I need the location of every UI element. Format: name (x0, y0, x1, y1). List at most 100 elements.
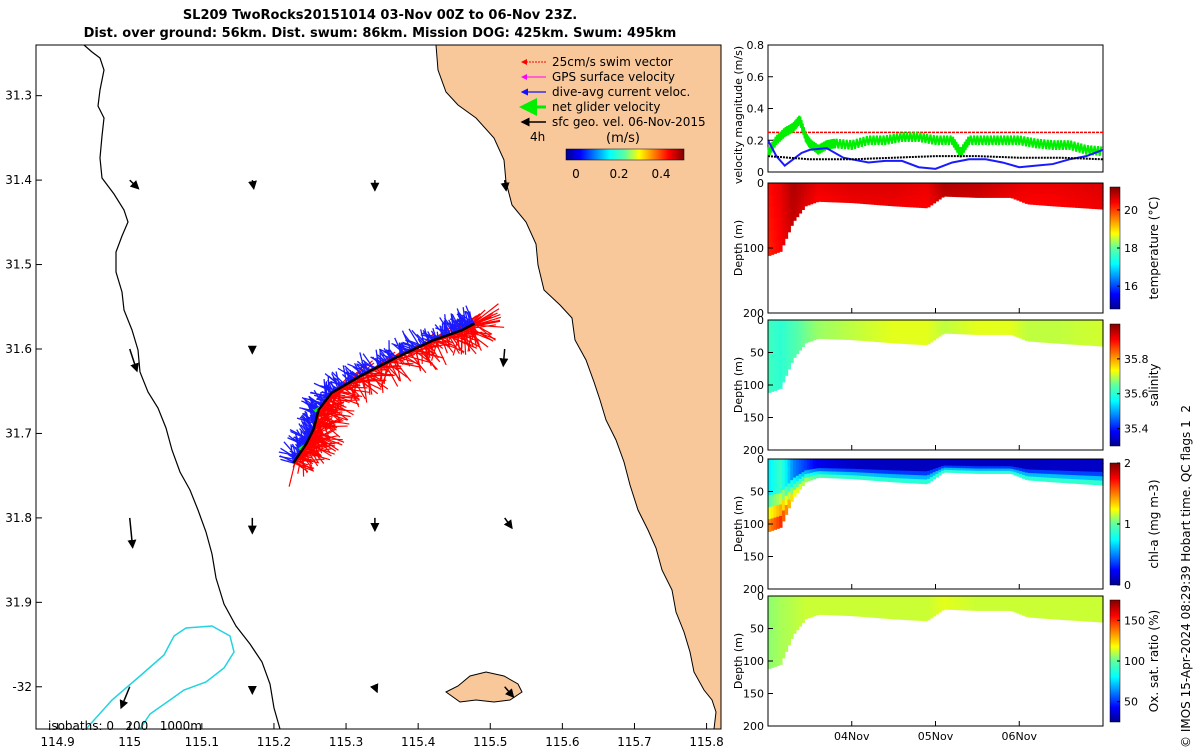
heatmap-cell (952, 604, 956, 608)
heatmap-cell (1100, 596, 1104, 601)
heatmap-cell (971, 607, 976, 611)
heatmap-cell (938, 459, 942, 463)
heatmap-cell (1049, 470, 1054, 475)
heatmap-cell (818, 459, 822, 463)
heatmap-cell (1080, 471, 1085, 477)
heatmap-cell (946, 189, 951, 193)
heatmap-cell (776, 206, 780, 219)
heatmap-cell (823, 326, 828, 330)
heatmap-cell (1016, 320, 1020, 324)
heatmap-cell (809, 337, 814, 342)
heatmap-cell (832, 611, 836, 616)
heatmap-cell (840, 183, 844, 187)
heatmap-cell (980, 320, 984, 323)
heatmap-cell (1100, 195, 1104, 201)
heatmap-cell (812, 596, 817, 600)
heatmap-cell (1080, 459, 1085, 464)
heatmap-cell (918, 596, 923, 601)
heatmap-cell (888, 190, 892, 195)
heatmap-cell (815, 332, 819, 337)
heatmap-cell (837, 459, 842, 463)
heatmap-cell (1100, 471, 1104, 477)
heatmap-cell (1044, 323, 1048, 329)
legend-sfcgeo-label: sfc geo. vel. 06-Nov-2015 (552, 115, 706, 129)
heatmap-cell (932, 186, 937, 191)
heatmap-cell (1047, 477, 1051, 483)
heatmap-cell (807, 201, 811, 206)
heatmap-cell (969, 463, 973, 467)
heatmap-cell (1024, 183, 1029, 187)
heatmap-cell (885, 320, 889, 325)
heatmap-cell (902, 466, 906, 472)
heatmap-cell (768, 632, 772, 645)
heatmap-cell (1055, 194, 1059, 199)
heatmap-cell (1041, 327, 1045, 332)
heatmap-cell (823, 195, 828, 199)
heatmap-cell (1041, 473, 1045, 478)
heatmap-ytick-label: 0 (757, 590, 764, 603)
heatmap-cell (773, 459, 777, 472)
heatmap-cell (1080, 600, 1085, 605)
heatmap-cell (1066, 327, 1071, 333)
heatmap-cell (896, 320, 900, 325)
heatmap-cell (865, 189, 870, 194)
heatmap-cell (899, 462, 903, 468)
heatmap-cell (787, 223, 791, 233)
heatmap-cell (977, 329, 981, 333)
colorbar-tick-label: 20 (1124, 204, 1138, 217)
heatmap-cell (888, 331, 892, 336)
heatmap-cell (1013, 330, 1018, 334)
heatmap-cell (1091, 612, 1096, 618)
heatmap-cell (1005, 596, 1009, 599)
heatmap-cell (974, 607, 978, 611)
heatmap-cell (1022, 332, 1026, 337)
heatmap-cell (1005, 470, 1009, 474)
heatmap-cell (991, 192, 995, 196)
heatmap-cell (955, 470, 959, 474)
heatmap-cell (1069, 339, 1073, 345)
heatmap-cell (1063, 194, 1068, 200)
heatmap-cell (1075, 463, 1079, 468)
heatmap-cell (795, 347, 800, 355)
heatmap-cell (1030, 603, 1034, 608)
heatmap-cell (960, 320, 965, 323)
heatmap-cell (868, 323, 872, 328)
heatmap-cell (829, 468, 833, 473)
heatmap-cell (790, 190, 794, 198)
heatmap-cell (1033, 603, 1037, 608)
heatmap-cell (851, 472, 856, 476)
heatmap-cell (865, 609, 870, 614)
heatmap-cell (812, 199, 817, 204)
heatmap-ytick-label: 150 (743, 412, 764, 425)
heatmap-cell (966, 189, 970, 193)
heatmap-cell (946, 596, 951, 599)
heatmap-cell (868, 596, 872, 601)
heatmap-cell (971, 603, 976, 607)
heatmap-cell (857, 183, 861, 187)
heatmap-cell (840, 471, 844, 476)
heatmap-cell (851, 602, 856, 607)
heatmap-cell (801, 480, 805, 486)
heatmap-cell (818, 596, 822, 600)
heatmap-ytick-label: 150 (743, 688, 764, 701)
heatmap-cell (829, 326, 833, 330)
heatmap-cell (957, 468, 962, 471)
heatmap-cell (1010, 596, 1015, 600)
heatmap-cell (882, 190, 886, 195)
swim-vector (312, 429, 345, 443)
heatmap-cell (946, 463, 951, 467)
heatmap-cell (960, 463, 965, 467)
heatmap-cell (860, 465, 864, 470)
heatmap-cell (985, 596, 990, 599)
heatmap-cell (913, 198, 917, 204)
heatmap-cell (1089, 199, 1093, 205)
heatmap-cell (809, 613, 814, 618)
map-xtick-label: 115.6 (545, 735, 579, 749)
heatmap-cell (885, 614, 889, 619)
heatmap-cell (1089, 471, 1093, 477)
heatmap-cell (1066, 194, 1071, 200)
heatmap-cell (899, 202, 903, 207)
heatmap-cell (957, 605, 962, 608)
heatmap-cell (876, 606, 881, 611)
heatmap-cell (1013, 183, 1018, 187)
